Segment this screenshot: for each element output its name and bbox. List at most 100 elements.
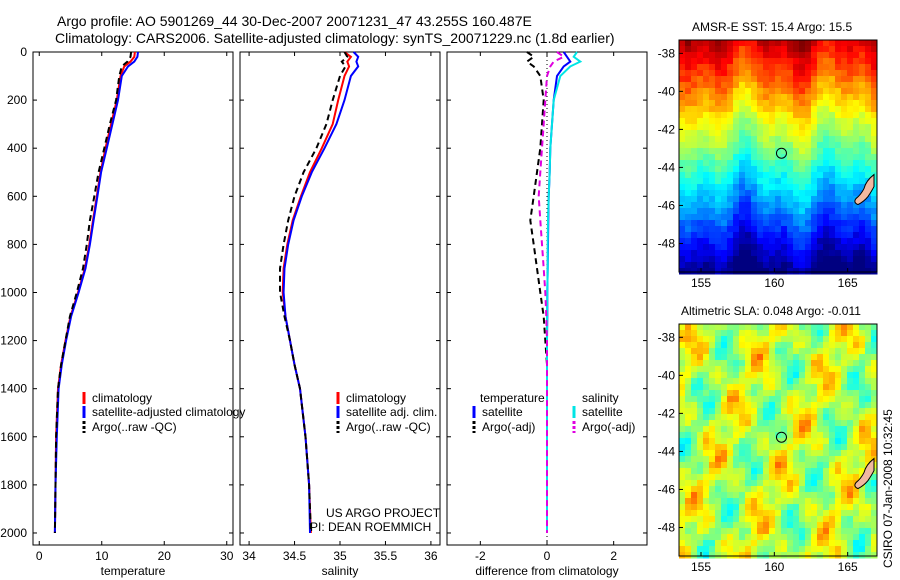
map-cell xyxy=(715,366,722,373)
map-cell xyxy=(769,58,776,65)
map-cell xyxy=(739,408,746,415)
map-cell xyxy=(715,184,722,191)
map-cell xyxy=(715,474,722,481)
map-cell xyxy=(745,124,752,131)
map-cell xyxy=(823,52,830,59)
map-cell xyxy=(763,100,770,107)
map-cell xyxy=(739,486,746,493)
map-cell xyxy=(709,492,716,499)
y-tick-label: -40 xyxy=(658,368,676,382)
map-cell xyxy=(751,190,758,197)
map-cell xyxy=(757,52,764,59)
map-cell xyxy=(763,336,770,343)
map-cell xyxy=(829,522,836,529)
map-cell xyxy=(811,100,818,107)
map-cell xyxy=(823,208,830,215)
map-cell xyxy=(835,172,842,179)
map-cell xyxy=(829,256,836,263)
map-cell xyxy=(691,244,698,251)
map-cell xyxy=(829,540,836,547)
map-cell xyxy=(811,444,818,451)
map-cell xyxy=(679,444,686,451)
map-cell xyxy=(679,324,686,331)
map-cell xyxy=(775,342,782,349)
x-tick-label: 35.5 xyxy=(374,549,398,563)
map-cell xyxy=(817,88,824,95)
map-cell xyxy=(817,486,824,493)
map-cell xyxy=(841,70,848,77)
x-tick-label: 160 xyxy=(764,276,784,290)
map-cell xyxy=(757,238,764,245)
map-cell xyxy=(835,244,842,251)
map-cell xyxy=(709,184,716,191)
map-cell xyxy=(805,528,812,535)
map-cell xyxy=(745,462,752,469)
map-cell xyxy=(685,106,692,113)
map-cell xyxy=(841,46,848,53)
map-cell xyxy=(775,58,782,65)
map-cell xyxy=(703,196,710,203)
map-cell xyxy=(823,100,830,107)
map-cell xyxy=(757,402,764,409)
map-cell xyxy=(709,106,716,113)
map-cell xyxy=(763,468,770,475)
map-cell xyxy=(787,82,794,89)
map-cell xyxy=(829,456,836,463)
map-cell xyxy=(835,106,842,113)
map-cell xyxy=(685,94,692,101)
map-cell xyxy=(721,58,728,65)
map-cell xyxy=(787,64,794,71)
map-cell xyxy=(751,76,758,83)
map-cell xyxy=(787,268,794,275)
map-cell xyxy=(799,534,806,541)
map-cell xyxy=(721,226,728,233)
map-cell xyxy=(811,130,818,137)
map-cell xyxy=(745,330,752,337)
map-cell xyxy=(727,262,734,269)
series-satellite xyxy=(53,51,139,534)
map-cell xyxy=(805,426,812,433)
map-cell xyxy=(751,196,758,203)
map-cell xyxy=(763,244,770,251)
map-cell xyxy=(691,250,698,257)
map-cell xyxy=(685,540,692,547)
map-cell xyxy=(745,438,752,445)
map-cell xyxy=(733,402,740,409)
map-cell xyxy=(751,130,758,137)
map-cell xyxy=(829,52,836,59)
map-cell xyxy=(751,468,758,475)
legend-temperature-title: temperature xyxy=(480,391,545,405)
y-tick-label: -44 xyxy=(658,160,676,174)
map-cell xyxy=(697,166,704,173)
map-cell xyxy=(865,52,872,59)
map-cell xyxy=(685,390,692,397)
map-cell xyxy=(811,190,818,197)
map-cell xyxy=(721,148,728,155)
map-cell xyxy=(811,534,818,541)
map-cell xyxy=(805,336,812,343)
map-cell xyxy=(721,88,728,95)
map-cell xyxy=(697,190,704,197)
map-cell xyxy=(697,510,704,517)
map-cell xyxy=(751,324,758,331)
map-cell xyxy=(691,402,698,409)
map-cell xyxy=(703,378,710,385)
map-cell xyxy=(691,540,698,547)
map-cell xyxy=(721,178,728,185)
map-title-sla: Altimetric SLA: 0.048 Argo: -0.011 xyxy=(681,304,861,318)
map-cell xyxy=(763,190,770,197)
map-cell xyxy=(805,142,812,149)
map-cell xyxy=(835,88,842,95)
map-cell xyxy=(727,546,734,553)
map-cell xyxy=(739,348,746,355)
map-cell xyxy=(679,112,686,119)
map-cell xyxy=(781,190,788,197)
map-cell xyxy=(715,522,722,529)
map-cell xyxy=(709,360,716,367)
map-cell xyxy=(865,208,872,215)
map-cell xyxy=(823,160,830,167)
map-cell xyxy=(823,534,830,541)
map-cell xyxy=(787,148,794,155)
map-cell xyxy=(715,94,722,101)
map-cell xyxy=(811,82,818,89)
